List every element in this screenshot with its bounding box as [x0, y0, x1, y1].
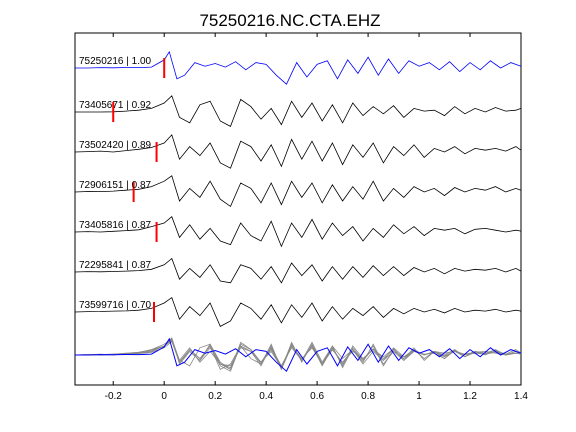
trace-line-5 — [74, 216, 522, 248]
stack-reference-trace — [75, 337, 522, 373]
x-tick-label: 1 — [416, 391, 422, 402]
x-tick-label: 0.2 — [208, 391, 222, 402]
trace-label-5: 73405816 | 0.87 — [79, 220, 152, 231]
x-tick-label: 0.4 — [259, 391, 273, 402]
x-tick-label: 1.4 — [514, 391, 528, 402]
chart-title: 75250216.NC.CTA.EHZ — [199, 11, 380, 30]
trace-label-6: 72295841 | 0.87 — [79, 260, 152, 271]
trace-label-3: 73502420 | 0.89 — [79, 140, 152, 151]
trace-label-2: 73405671 | 0.92 — [79, 100, 152, 111]
trace-line-7 — [74, 296, 522, 327]
traces-group: 75250216 | 1.00 73405671 | 0.92 73502420 |… — [74, 50, 522, 327]
trace-line-3 — [74, 134, 522, 169]
plot-frame — [74, 32, 522, 386]
trace-line-2 — [75, 95, 522, 127]
trace-label-4: 72906151 | 0.87 — [79, 180, 152, 191]
x-tick-label: 0 — [161, 391, 167, 402]
trace-label-7: 73599716 | 0.70 — [79, 300, 152, 311]
trace-line-4 — [74, 175, 522, 208]
x-tick-label: 0.6 — [310, 391, 324, 402]
x-tick-label: 1.2 — [463, 391, 477, 402]
x-axis: -0.2 0 0.2 0.4 0.6 0.8 1 1.2 1.4 — [105, 33, 528, 402]
x-tick-label: -0.2 — [105, 391, 123, 402]
trace-label-1: 75250216 | 1.00 — [79, 56, 152, 67]
x-tick-label: 0.8 — [361, 391, 375, 402]
trace-line-6 — [74, 257, 522, 284]
stack-group — [74, 337, 522, 373]
